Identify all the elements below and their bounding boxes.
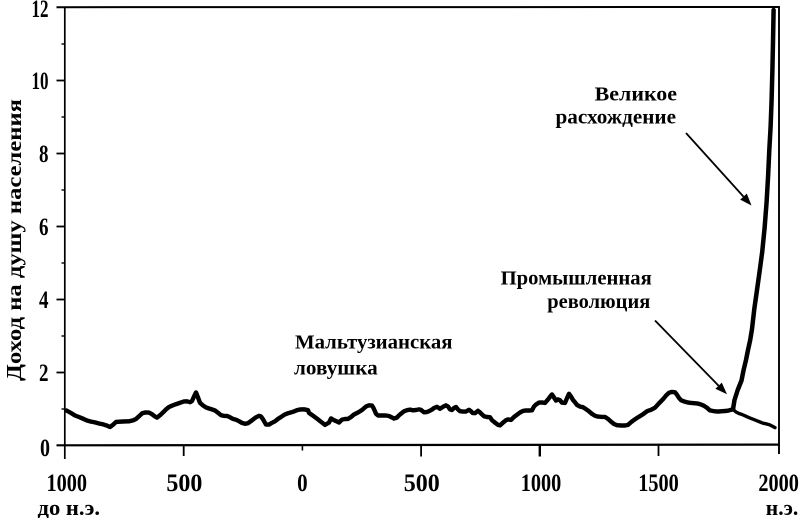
svg-text:Промышленная: Промышленная [501,268,652,290]
svg-text:10: 10 [32,68,49,95]
svg-text:8: 8 [39,141,49,168]
svg-text:до н.э.: до н.э. [38,495,101,518]
svg-text:Великое: Великое [595,84,677,106]
svg-text:2000: 2000 [758,470,799,497]
svg-text:6: 6 [39,214,49,241]
svg-text:Доход на душу населения: Доход на душу населения [2,99,26,381]
svg-text:ловушка: ловушка [294,358,378,380]
svg-text:0: 0 [297,470,308,497]
svg-text:500: 500 [166,470,202,497]
svg-text:0: 0 [40,435,50,462]
svg-text:1000: 1000 [46,470,87,497]
svg-text:12: 12 [32,0,49,23]
svg-text:революция: революция [547,291,650,313]
svg-text:Мальтузианская: Мальтузианская [295,331,453,353]
svg-text:2: 2 [39,360,49,387]
svg-text:4: 4 [39,287,49,314]
svg-text:1000: 1000 [521,470,562,497]
svg-text:1500: 1500 [638,470,679,497]
svg-text:расхождение: расхождение [556,107,677,129]
svg-text:500: 500 [404,470,440,497]
svg-text:н.э.: н.э. [766,495,799,518]
